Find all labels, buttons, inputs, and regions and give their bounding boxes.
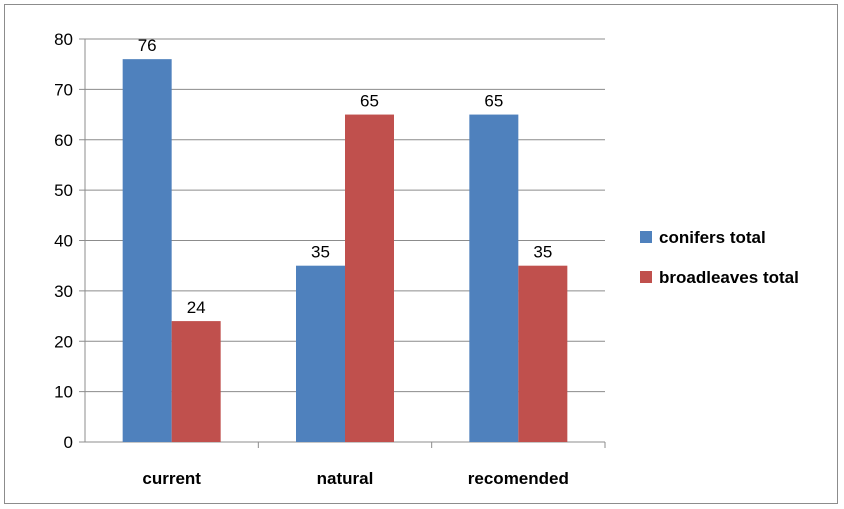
axes: 0 10 20 30 40 50 60 70 80 current natural recomende…: [54, 30, 606, 488]
data-label: 24: [187, 298, 206, 317]
legend-label: conifers total: [659, 228, 766, 247]
x-category-label: natural: [317, 469, 374, 488]
data-label: 65: [484, 92, 503, 111]
y-tick-label: 60: [54, 131, 73, 150]
x-category-label: recomended: [468, 469, 569, 488]
bar-conifers-natural: [296, 265, 345, 442]
bar-broadleaves-natural: [345, 114, 394, 442]
legend-label: broadleaves total: [659, 268, 799, 287]
y-tick-label: 30: [54, 282, 73, 301]
y-tick-label: 50: [54, 181, 73, 200]
y-tick-label: 40: [54, 232, 73, 251]
bar-conifers-recomended: [469, 114, 519, 442]
bar-broadleaves-current: [171, 321, 221, 442]
y-tick-label: 10: [54, 383, 73, 402]
y-tick-label: 70: [54, 80, 73, 99]
legend: conifers total broadleaves total: [640, 228, 799, 287]
data-label: 65: [360, 92, 379, 111]
data-label: 35: [533, 243, 552, 262]
data-label: 76: [138, 36, 157, 55]
y-tick-label: 80: [54, 30, 73, 49]
x-category-label: current: [142, 469, 201, 488]
bars: [122, 59, 568, 443]
legend-swatch: [640, 271, 652, 283]
data-label: 35: [311, 243, 330, 262]
bar-conifers-current: [122, 59, 172, 443]
y-tick-label: 0: [64, 433, 73, 452]
legend-swatch: [640, 231, 652, 243]
data-labels: 76 24 35 65 65 35: [138, 36, 553, 317]
bar-broadleaves-recomended: [518, 265, 568, 442]
y-tick-label: 20: [54, 332, 73, 351]
